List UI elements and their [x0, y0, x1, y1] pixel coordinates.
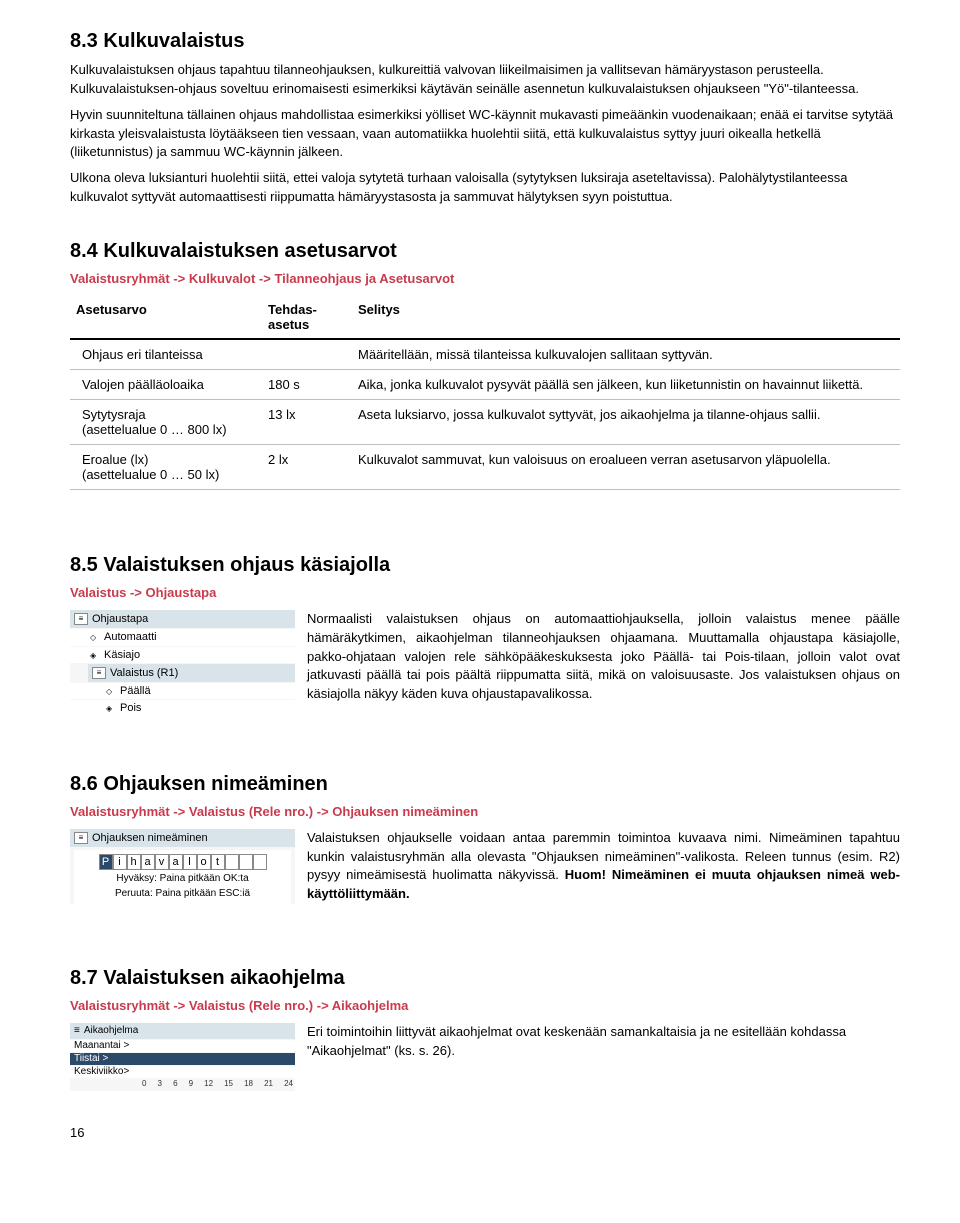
- nimeaminen-header: Ohjauksen nimeäminen: [92, 831, 208, 845]
- heading-8-3: 8.3 Kulkuvalaistus: [70, 30, 900, 53]
- aikaohjelma-menu: ≡ Aikaohjelma Maanantai > Tiistai > Keski…: [70, 1023, 295, 1091]
- para-8-3-1: Kulkuvalaistuksen ohjaus tapahtuu tilann…: [70, 61, 900, 99]
- menu-icon: ≡: [74, 613, 88, 625]
- nimeaminen-menu: ≡ Ohjauksen nimeäminen Pihavalot Hyväksy:…: [70, 829, 295, 904]
- breadcrumb-8-6: Valaistusryhmät -> Valaistus (Rele nro.)…: [70, 804, 900, 819]
- para-8-7: Eri toimintoihin liittyvät aikaohjelmat …: [307, 1023, 900, 1061]
- day-maanantai[interactable]: Maanantai >: [70, 1040, 295, 1052]
- menu-item-automaatti[interactable]: Automaatti: [70, 629, 295, 645]
- heading-8-4: 8.4 Kulkuvalaistuksen asetusarvot: [70, 240, 900, 263]
- breadcrumb-8-4: Valaistusryhmät -> Kulkuvalot -> Tilanne…: [70, 271, 900, 286]
- menu-item-kasiajo[interactable]: Käsiajo: [70, 647, 295, 663]
- menu-header: Ohjaustapa: [92, 612, 148, 626]
- name-input-chars[interactable]: Pihavalot: [99, 854, 267, 870]
- heading-8-6: 8.6 Ohjauksen nimeäminen: [70, 773, 900, 796]
- settings-table: Asetusarvo Tehdas- asetus Selitys Ohjaus…: [70, 296, 900, 490]
- breadcrumb-8-7: Valaistusryhmät -> Valaistus (Rele nro.)…: [70, 998, 900, 1013]
- table-row: Eroalue (lx) (asettelualue 0 … 50 lx)2 l…: [70, 444, 900, 489]
- submenu-item-paalla[interactable]: Päällä: [70, 683, 295, 699]
- para-8-3-3: Ulkona oleva luksianturi huolehtii siitä…: [70, 169, 900, 207]
- th-tehdasasetus: Tehdas- asetus: [260, 296, 350, 339]
- breadcrumb-8-5: Valaistus -> Ohjaustapa: [70, 585, 900, 600]
- submenu-header: Valaistus (R1): [110, 666, 178, 680]
- page-number: 16: [70, 1125, 900, 1140]
- time-axis: 03691215182124: [70, 1078, 295, 1091]
- aikaohjelma-icon: ≡: [74, 1025, 80, 1037]
- submenu-item-pois[interactable]: Pois: [70, 700, 295, 716]
- ohjaustapa-menu: ≡ Ohjaustapa Automaatti Käsiajo ≡ Valaistu…: [70, 610, 295, 717]
- name-hint-ok: Hyväksy: Paina pitkään OK:ta: [80, 872, 285, 885]
- table-row: Ohjaus eri tilanteissaMääritellään, miss…: [70, 339, 900, 370]
- th-asetusarvo: Asetusarvo: [70, 296, 260, 339]
- day-tiistai[interactable]: Tiistai >: [70, 1053, 295, 1065]
- aikaohjelma-header: Aikaohjelma: [84, 1025, 138, 1037]
- para-8-3-2: Hyvin suunniteltuna tällainen ohjaus mah…: [70, 106, 900, 163]
- name-hint-esc: Peruuta: Paina pitkään ESC:iä: [80, 887, 285, 900]
- nimeaminen-icon: ≡: [74, 832, 88, 844]
- submenu-icon: ≡: [92, 667, 106, 679]
- heading-8-5: 8.5 Valaistuksen ohjaus käsiajolla: [70, 554, 900, 577]
- para-8-5: Normaalisti valaistuksen ohjaus on autom…: [307, 610, 900, 704]
- heading-8-7: 8.7 Valaistuksen aikaohjelma: [70, 967, 900, 990]
- th-selitys: Selitys: [350, 296, 900, 339]
- table-row: Valojen päälläoloaika180 sAika, jonka ku…: [70, 369, 900, 399]
- day-keskiviikko[interactable]: Keskiviikko>: [70, 1066, 295, 1078]
- para-8-6: Valaistuksen ohjaukselle voidaan antaa p…: [307, 829, 900, 904]
- table-row: Sytytysraja (asettelualue 0 … 800 lx)13 …: [70, 399, 900, 444]
